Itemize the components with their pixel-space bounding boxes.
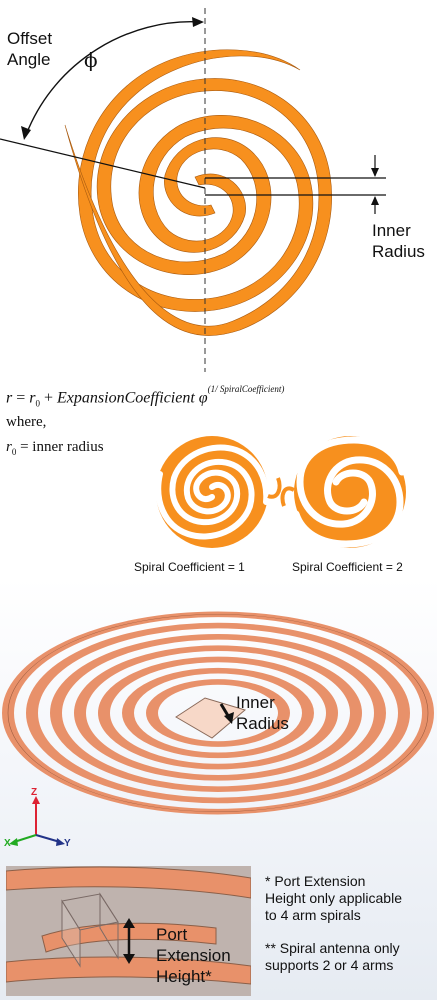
phi-symbol: ϕ xyxy=(84,48,98,72)
axis-z-arrow xyxy=(32,796,40,804)
model-inner-line1: Inner xyxy=(236,693,275,712)
formula-exponent: (1/ SpiralCoefficient) xyxy=(207,384,285,394)
inner-port-face xyxy=(175,697,247,739)
axis-x-label: X xyxy=(4,838,11,849)
port-extension-inset xyxy=(6,866,251,996)
offset-label-line2: Angle xyxy=(7,50,51,69)
spiral-3d-model xyxy=(2,611,434,846)
caption-coefficient-2: Spiral Coefficient = 2 xyxy=(292,560,403,574)
formula-where: where, xyxy=(6,414,47,430)
formula-eq: = xyxy=(16,389,26,407)
arc-arrowhead-bottom xyxy=(21,126,31,140)
axis-z-label: Z xyxy=(31,787,38,798)
note-arm-count: ** Spiral antenna only supports 2 or 4 a… xyxy=(265,940,400,974)
formula-coefficient: ExpansionCoefficient xyxy=(57,389,195,407)
note2-line1: ** Spiral antenna only xyxy=(265,940,400,956)
spiral-formula: r = r0 + ExpansionCoefficient φ(1/ Spira… xyxy=(6,384,284,409)
offset-label-line1: Offset xyxy=(7,29,53,48)
inner-radius-line1: Inner xyxy=(372,221,411,240)
note-port-extension: * Port Extension Height only applicable … xyxy=(265,873,402,924)
formula-phi: φ xyxy=(198,389,208,407)
port-inset-graphic xyxy=(6,866,251,996)
note1-line2: Height only applicable xyxy=(265,890,402,906)
offset-angle-label: Offset Angle xyxy=(7,28,52,70)
formula-r0: r xyxy=(29,389,36,407)
thumbnail-coefficient-2 xyxy=(280,436,406,548)
offset-angle-arc xyxy=(25,21,201,136)
inner-radius-arrowhead-bottom xyxy=(371,196,379,205)
note1-line1: * Port Extension xyxy=(265,873,366,889)
formula-r: r xyxy=(6,389,13,407)
spiral-arm-b xyxy=(64,78,332,336)
thumbnail-coefficient-1 xyxy=(155,436,282,548)
def-r0: r xyxy=(6,439,12,455)
note2-line2: supports 2 or 4 arms xyxy=(265,957,394,973)
inner-radius-arrowhead-top xyxy=(371,168,379,177)
model-inner-radius-label: Inner Radius xyxy=(236,692,289,734)
axis-y-arrow xyxy=(56,838,65,846)
port-label-line1: Port xyxy=(156,925,188,944)
r0-definition: r0 = inner radius xyxy=(6,439,104,457)
axis-y-label: Y xyxy=(64,838,71,849)
def-text: = inner radius xyxy=(20,439,104,455)
formula-r0-sub: 0 xyxy=(35,398,41,409)
spiral-arm-a xyxy=(78,49,314,312)
inner-radius-label: Inner Radius xyxy=(372,220,425,262)
inner-radius-line2: Radius xyxy=(372,242,425,261)
formula-plus: + xyxy=(44,389,54,407)
main-spiral-diagram xyxy=(0,8,386,372)
axis-x-arrow xyxy=(9,838,18,846)
axis-y-line xyxy=(35,834,61,843)
def-r0-sub: 0 xyxy=(11,447,17,457)
model-inner-line2: Radius xyxy=(236,714,289,733)
arc-arrowhead-top xyxy=(192,17,204,27)
port-label-line2: Extension xyxy=(156,946,231,965)
caption-coefficient-1: Spiral Coefficient = 1 xyxy=(134,560,245,574)
axis-x-line xyxy=(13,834,37,843)
port-extension-label: Port Extension Height* xyxy=(156,924,231,987)
port-label-line3: Height* xyxy=(156,967,212,986)
note1-line3: to 4 arm spirals xyxy=(265,907,361,923)
model-inner-radius-arrowhead xyxy=(224,712,234,724)
offset-angle-ray xyxy=(0,138,206,189)
